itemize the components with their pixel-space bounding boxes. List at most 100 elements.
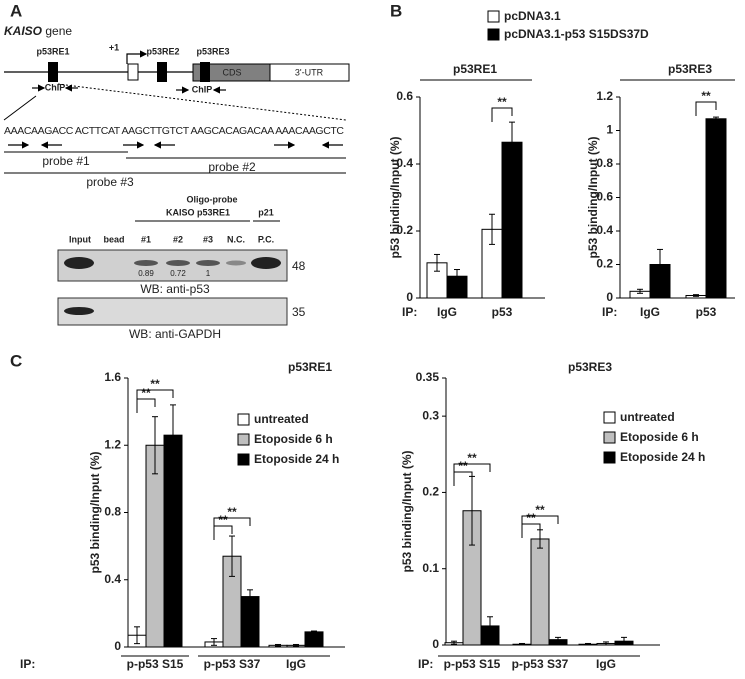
error-bar [311,630,317,634]
legend-label: Etoposide 6 h [620,430,699,444]
y-tick-label: 0.6 [596,190,613,204]
significance-label: ** [227,505,237,519]
band [64,307,94,315]
significance-bracket [136,389,174,404]
error-bar [152,416,158,475]
chart-title: p53RE1 [288,360,332,374]
significance-label: ** [535,503,545,517]
legend-swatch [237,453,250,466]
legend-swatch [603,451,616,464]
element-box [200,62,210,82]
y-tick-label: 0.2 [396,223,413,237]
error-bar [585,642,591,646]
error-bar [603,641,609,646]
bar [501,141,523,299]
chart-title: p53RE1 [453,62,497,76]
legend-label: untreated [254,412,309,426]
tss-label: +1 [109,42,119,52]
panel-label: B [390,1,402,20]
lane-label: Input [69,234,91,244]
error-bar [713,116,719,121]
error-bar [134,626,140,645]
significance-label: ** [497,95,507,109]
significance-bracket [491,107,513,122]
sequence: AAACAAGACC ACTTCAT AAGCTTGTCT AAGCACAGAC… [4,125,344,137]
significance-label: ** [141,386,151,400]
error-bar [229,535,235,577]
y-tick-label: 0.6 [396,89,413,103]
bar [530,538,550,646]
legend-swatch [237,413,250,426]
significance-bracket [695,101,717,116]
lane-label: N.C. [227,234,245,244]
blot [57,297,288,326]
blot-header: p21 [258,207,274,217]
y-tick-label: 1 [606,123,613,137]
error-bar [519,642,525,646]
legend-label: Etoposide 6 h [254,432,333,446]
x-tick-label: IgG [286,657,306,671]
error-bar [275,643,281,647]
legend-swatch [487,10,500,23]
tss-arrow [126,50,148,64]
error-bar [434,253,440,272]
chip-label: ChIP [192,84,213,94]
element-label: p53RE3 [196,46,229,56]
bar [304,631,324,648]
lane-labels: Input bead #1 #2 #3 N.C. P.C. [69,234,274,244]
significance-bracket [213,525,233,540]
significance-bracket [136,398,156,413]
error-bar [657,248,663,281]
y-tick-label: 0 [606,290,613,304]
y-tick-label: 0 [114,639,121,653]
lane-label: #2 [173,234,183,244]
y-tick-label: 0.4 [104,572,121,586]
ip-label: IP: [602,305,617,319]
blot-header: KAISO p53RE1 [166,207,230,217]
probe-label: probe #2 [208,160,256,174]
utr-label: 3'-UTR [295,67,324,77]
y-tick-label: 0 [432,637,439,651]
gene-title: KAISO gene [4,24,72,38]
element-label: p53RE2 [146,46,179,56]
element-box [48,62,58,82]
legend-label: untreated [620,410,675,424]
y-tick-label: 0.2 [596,257,613,271]
y-tick-label: 0.1 [422,561,439,575]
y-tick-label: 0.8 [596,156,613,170]
cds-label: CDS [222,67,241,77]
error-bar [693,294,699,297]
error-bar [451,640,457,645]
y-tick-label: 0 [406,290,413,304]
error-bar [637,288,643,294]
ip-label: IP: [20,657,35,671]
bar [240,596,260,648]
significance-bracket [521,515,559,530]
legend-label: pcDNA3.1-p53 S15DS37D [504,27,649,41]
gene-word: gene [45,24,72,38]
x-tick-label: p53 [696,305,717,319]
error-bar [489,213,495,245]
lane-label: bead [103,234,124,244]
legend-swatch [487,28,500,41]
wb-label: WB: anti-p53 [140,282,210,296]
y-tick-label: 0.8 [104,505,121,519]
lane-label: #3 [203,234,213,244]
gene-name: KAISO [4,24,43,38]
zoom-line [3,95,37,121]
y-tick-label: 0.4 [396,156,413,170]
x-tick-label: p-p53 S37 [204,657,261,671]
y-tick-label: 0.2 [422,485,439,499]
y-tick-label: 0.35 [416,370,440,384]
ip-label: IP: [402,305,417,319]
element-box [157,62,167,82]
size-marker: 35 [292,305,306,319]
y-axis-label: p53 binding/Input (%) [88,452,102,574]
x-tick-label: IgG [437,305,457,319]
error-bar [211,638,217,646]
panel-label: A [10,1,22,20]
y-tick-label: 0.4 [596,223,613,237]
significance-label: ** [701,89,711,103]
lane-label: #1 [141,234,151,244]
significance-label: ** [150,377,160,391]
